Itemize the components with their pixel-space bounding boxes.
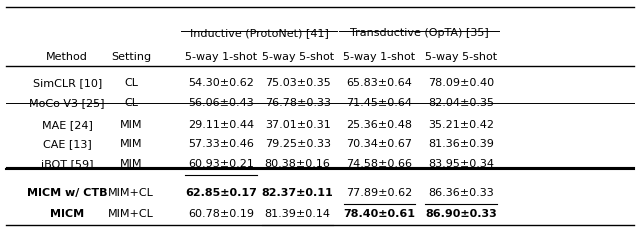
Text: MIM: MIM <box>120 139 143 149</box>
Text: 25.36±0.48: 25.36±0.48 <box>346 120 413 130</box>
Text: Inductive (ProtoNet) [41]: Inductive (ProtoNet) [41] <box>190 28 328 39</box>
Text: MIM+CL: MIM+CL <box>108 209 154 219</box>
Text: MIM: MIM <box>120 120 143 130</box>
Text: 57.33±0.46: 57.33±0.46 <box>188 139 253 149</box>
Text: 5-way 5-shot: 5-way 5-shot <box>262 52 333 62</box>
Text: MIM: MIM <box>120 159 143 169</box>
Text: 82.37±0.11: 82.37±0.11 <box>262 188 333 198</box>
Text: Setting: Setting <box>111 52 151 62</box>
Text: 37.01±0.31: 37.01±0.31 <box>265 120 330 130</box>
Text: 80.38±0.16: 80.38±0.16 <box>265 159 330 169</box>
Text: 75.03±0.35: 75.03±0.35 <box>265 78 330 88</box>
Text: 60.78±0.19: 60.78±0.19 <box>188 209 254 219</box>
Text: 54.30±0.62: 54.30±0.62 <box>188 78 253 88</box>
Text: 71.45±0.64: 71.45±0.64 <box>346 98 413 108</box>
Text: 56.06±0.43: 56.06±0.43 <box>188 98 253 108</box>
Text: Transductive (OpTA) [35]: Transductive (OpTA) [35] <box>351 28 489 39</box>
Text: MICM: MICM <box>50 209 84 219</box>
Text: 79.25±0.33: 79.25±0.33 <box>264 139 331 149</box>
Text: 78.09±0.40: 78.09±0.40 <box>428 78 494 88</box>
Text: MoCo V3 [25]: MoCo V3 [25] <box>29 98 105 108</box>
Text: MIM+CL: MIM+CL <box>108 188 154 198</box>
Text: 5-way 5-shot: 5-way 5-shot <box>425 52 497 62</box>
Text: MICM w/ CTB: MICM w/ CTB <box>27 188 108 198</box>
Text: 65.83±0.64: 65.83±0.64 <box>347 78 412 88</box>
Text: CL: CL <box>124 78 138 88</box>
Text: 77.89±0.62: 77.89±0.62 <box>346 188 413 198</box>
Text: 29.11±0.44: 29.11±0.44 <box>188 120 254 130</box>
Text: 81.39±0.14: 81.39±0.14 <box>264 209 331 219</box>
Text: Method: Method <box>46 52 88 62</box>
Text: 5-way 1-shot: 5-way 1-shot <box>185 52 257 62</box>
Text: 86.36±0.33: 86.36±0.33 <box>428 188 493 198</box>
Text: SimCLR [10]: SimCLR [10] <box>33 78 102 88</box>
Text: CL: CL <box>124 98 138 108</box>
Text: 82.04±0.35: 82.04±0.35 <box>428 98 494 108</box>
Text: iBOT [59]: iBOT [59] <box>41 159 93 169</box>
Text: 76.78±0.33: 76.78±0.33 <box>264 98 331 108</box>
Text: 74.58±0.66: 74.58±0.66 <box>346 159 413 169</box>
Text: 5-way 1-shot: 5-way 1-shot <box>344 52 415 62</box>
Text: 60.93±0.21: 60.93±0.21 <box>188 159 253 169</box>
Text: 62.85±0.17: 62.85±0.17 <box>185 188 257 198</box>
Text: 83.95±0.34: 83.95±0.34 <box>428 159 494 169</box>
Text: 86.90±0.33: 86.90±0.33 <box>425 209 497 219</box>
Text: CAE [13]: CAE [13] <box>43 139 92 149</box>
Text: 70.34±0.67: 70.34±0.67 <box>346 139 413 149</box>
Text: 35.21±0.42: 35.21±0.42 <box>428 120 494 130</box>
Text: MAE [24]: MAE [24] <box>42 120 93 130</box>
Text: 78.40±0.61: 78.40±0.61 <box>344 209 415 219</box>
Text: 81.36±0.39: 81.36±0.39 <box>428 139 493 149</box>
